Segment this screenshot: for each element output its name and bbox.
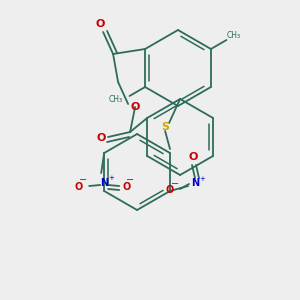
Text: O: O [74, 182, 82, 192]
Text: O: O [96, 133, 106, 143]
Text: N: N [100, 178, 108, 188]
Text: CH₃: CH₃ [108, 95, 123, 104]
Text: −: − [171, 179, 179, 189]
Text: O: O [188, 152, 198, 162]
Text: −: − [126, 175, 134, 185]
Text: O: O [166, 185, 174, 195]
Text: −: − [79, 175, 87, 185]
Text: CH₃: CH₃ [226, 32, 241, 40]
Text: N: N [191, 178, 199, 188]
Text: O: O [122, 182, 130, 192]
Text: O: O [130, 102, 140, 112]
Text: +: + [199, 176, 205, 182]
Text: S: S [161, 122, 169, 132]
Text: O: O [95, 19, 105, 29]
Text: +: + [108, 175, 114, 181]
